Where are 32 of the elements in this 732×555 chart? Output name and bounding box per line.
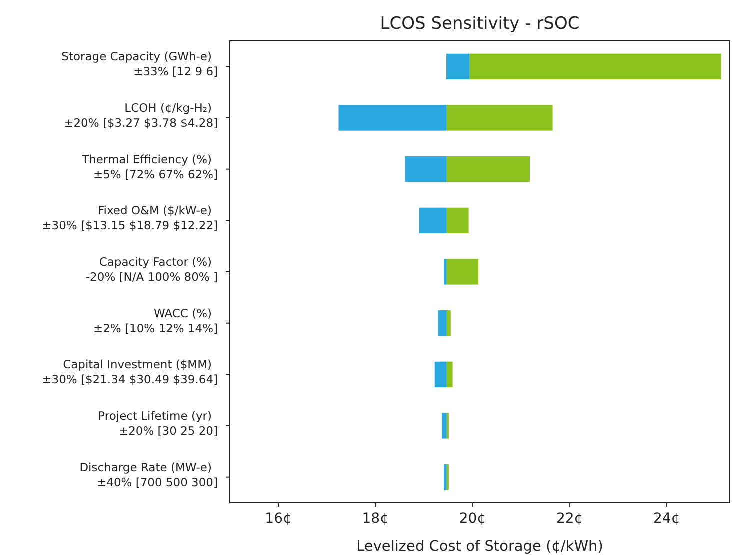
y-tick-label: Capacity Factor (%) -20% [N/A 100% 80% ]: [86, 255, 218, 284]
y-tick-label: Discharge Rate (MW-e) ±40% [700 500 300]: [80, 460, 218, 490]
y-tick-label: Storage Capacity (GWh-e) ±33% [12 9 6]: [62, 50, 218, 79]
x-tick-label: 20¢: [459, 511, 486, 527]
bar: [470, 54, 722, 80]
y-tick-label: Project Lifetime (yr) ±20% [30 25 20]: [98, 409, 218, 438]
x-tick-label: 24¢: [654, 511, 680, 527]
x-axis-title: Levelized Cost of Storage (¢/kWh): [356, 539, 604, 555]
bar: [442, 413, 447, 439]
bar: [434, 362, 447, 388]
chart-title: LCOS Sensitivity - rSOC: [380, 14, 580, 34]
bar: [405, 156, 447, 182]
y-tick-label: LCOH (¢/kg-H₂) ±20% [$3.27 $3.78 $4.28]: [64, 101, 218, 130]
bar: [438, 310, 447, 336]
bar: [444, 259, 447, 285]
bar: [446, 54, 470, 80]
bar: [338, 105, 447, 131]
bar: [444, 464, 447, 490]
x-tick-label: 18¢: [362, 511, 389, 527]
y-tick-label: WACC (%) ±2% [10% 12% 14%]: [93, 306, 218, 336]
bar: [446, 105, 553, 131]
bar: [446, 362, 453, 388]
x-tick-label: 22¢: [556, 511, 584, 527]
bar: [446, 259, 479, 285]
bar: [446, 208, 469, 234]
y-tick-label: Thermal Efficiency (%) ±5% [72% 67% 62%]: [81, 152, 218, 182]
x-tick-label: 16¢: [265, 511, 292, 527]
bar: [419, 208, 447, 234]
bar: [446, 310, 451, 336]
bar: [446, 156, 530, 182]
y-tick-label: Fixed O&M ($/kW-e) ±30% [$13.15 $18.79 $12.22]: [42, 204, 218, 233]
y-tick-label: Capital Investment ($MM) ±30% [$21.34 $30.49 $39.64]: [42, 358, 218, 387]
